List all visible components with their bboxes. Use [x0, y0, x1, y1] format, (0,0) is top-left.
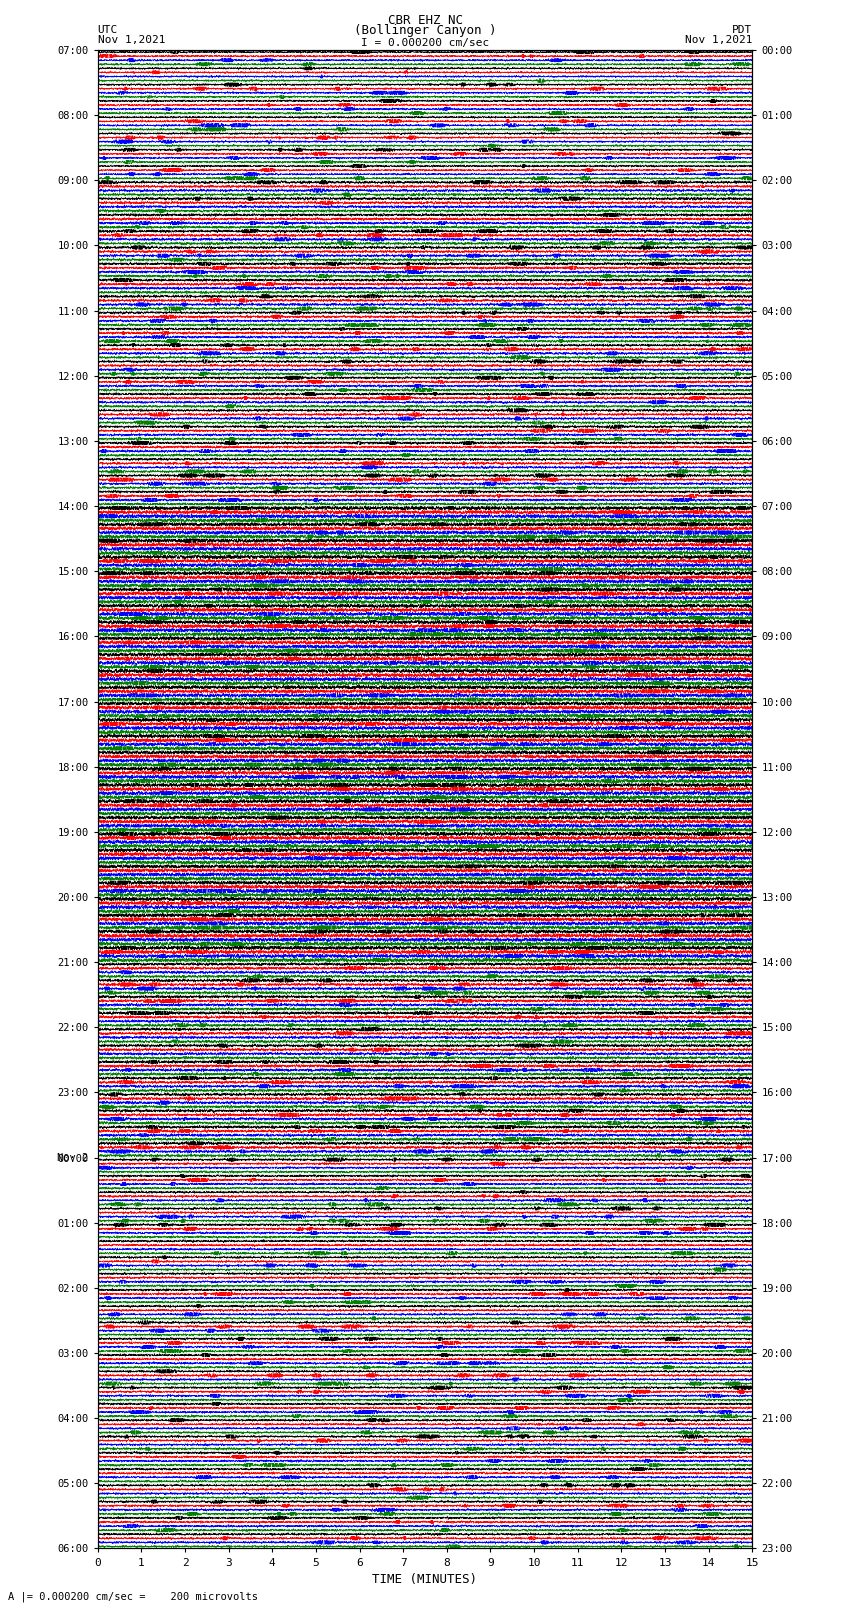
Text: (Bollinger Canyon ): (Bollinger Canyon ) — [354, 24, 496, 37]
Text: Nov 1,2021: Nov 1,2021 — [685, 35, 752, 45]
Text: PDT: PDT — [732, 24, 752, 35]
Text: UTC: UTC — [98, 24, 118, 35]
Text: Nov 1,2021: Nov 1,2021 — [98, 35, 165, 45]
Text: A |= 0.000200 cm/sec =    200 microvolts: A |= 0.000200 cm/sec = 200 microvolts — [8, 1590, 258, 1602]
Text: I = 0.000200 cm/sec: I = 0.000200 cm/sec — [361, 37, 489, 47]
Text: CBR EHZ NC: CBR EHZ NC — [388, 13, 462, 26]
X-axis label: TIME (MINUTES): TIME (MINUTES) — [372, 1573, 478, 1586]
Text: Nov 2: Nov 2 — [57, 1153, 88, 1163]
